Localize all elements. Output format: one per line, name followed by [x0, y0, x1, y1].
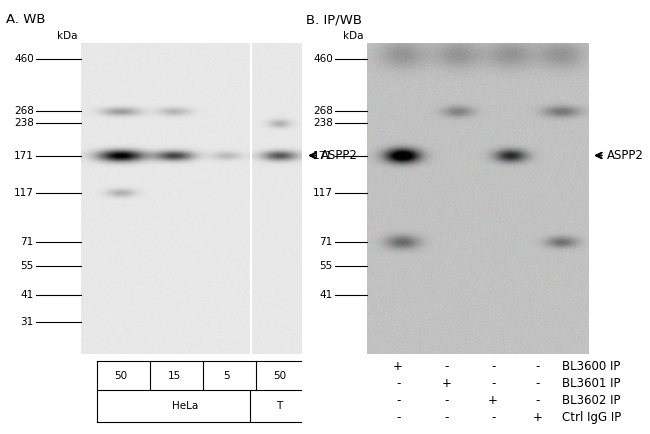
Text: Ctrl IgG IP: Ctrl IgG IP [562, 411, 621, 424]
Text: 31: 31 [21, 317, 34, 327]
Text: -: - [445, 394, 449, 407]
Text: HeLa: HeLa [172, 401, 198, 411]
Text: 15: 15 [168, 371, 181, 381]
Text: kDa: kDa [343, 31, 364, 41]
Text: 71: 71 [21, 237, 34, 247]
Text: ASPP2: ASPP2 [321, 149, 358, 162]
Text: +: + [488, 394, 498, 407]
Text: T: T [276, 401, 283, 411]
Text: +: + [533, 411, 543, 424]
Text: -: - [536, 377, 540, 390]
Text: 460: 460 [14, 54, 34, 64]
Text: 171: 171 [313, 151, 333, 161]
Text: -: - [491, 411, 495, 424]
Text: 117: 117 [313, 187, 333, 197]
Text: +: + [393, 360, 403, 373]
Text: -: - [536, 394, 540, 407]
Text: -: - [396, 377, 400, 390]
Text: 268: 268 [14, 106, 34, 116]
Text: A. WB: A. WB [6, 13, 46, 26]
Text: kDa: kDa [57, 31, 78, 41]
Text: +: + [442, 377, 452, 390]
Text: 41: 41 [320, 289, 333, 299]
Text: 50: 50 [114, 371, 127, 381]
Text: -: - [536, 360, 540, 373]
Text: -: - [396, 411, 400, 424]
Text: B. IP/WB: B. IP/WB [306, 13, 361, 26]
Text: 238: 238 [313, 118, 333, 128]
Text: 238: 238 [14, 118, 34, 128]
Text: 41: 41 [21, 289, 34, 299]
Text: -: - [491, 360, 495, 373]
Text: BL3602 IP: BL3602 IP [562, 394, 621, 407]
Text: 55: 55 [320, 261, 333, 271]
Text: -: - [445, 411, 449, 424]
Text: 460: 460 [313, 54, 333, 64]
Text: ASPP2: ASPP2 [607, 149, 644, 162]
Text: 268: 268 [313, 106, 333, 116]
Text: -: - [491, 377, 495, 390]
Text: BL3600 IP: BL3600 IP [562, 360, 621, 373]
Text: 50: 50 [273, 371, 286, 381]
Text: -: - [445, 360, 449, 373]
Text: BL3601 IP: BL3601 IP [562, 377, 621, 390]
Text: 55: 55 [21, 261, 34, 271]
Text: 171: 171 [14, 151, 34, 161]
Text: -: - [396, 394, 400, 407]
Text: 71: 71 [320, 237, 333, 247]
Text: 5: 5 [223, 371, 229, 381]
Text: 117: 117 [14, 187, 34, 197]
